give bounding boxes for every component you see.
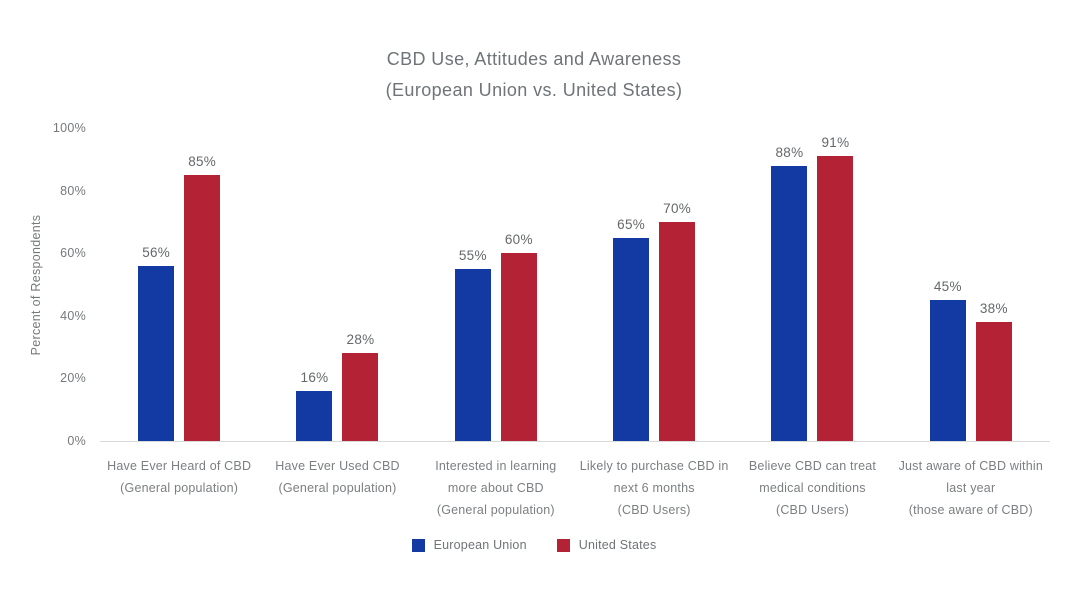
- bar-value-label: 38%: [979, 301, 1008, 317]
- chart-title: CBD Use, Attitudes and Awareness (Europe…: [0, 44, 1068, 106]
- y-tick-label: 60%: [60, 246, 86, 261]
- bar-group: 88% 91%: [733, 128, 891, 441]
- bar-united-states: [342, 353, 379, 441]
- y-tick-label: 0%: [67, 434, 86, 448]
- bar-column: 70%: [659, 128, 696, 441]
- legend-swatch: [556, 538, 570, 552]
- y-tick-label: 100%: [52, 121, 86, 135]
- bar-european-union: [454, 268, 491, 441]
- x-axis-labels: Have Ever Heard of CBD (General populatio…: [100, 455, 1050, 521]
- bar-column: 85%: [184, 128, 221, 441]
- x-axis-line: [100, 441, 1050, 442]
- bar-value-label: 65%: [617, 216, 646, 232]
- bar-value-label: 55%: [458, 247, 487, 263]
- chart-title-line1: CBD Use, Attitudes and Awareness: [386, 49, 682, 69]
- bar-united-states: [975, 322, 1012, 441]
- category-label: Have Ever Used CBD (General population): [275, 459, 400, 495]
- bar-european-union: [138, 265, 175, 441]
- bar-group: 45% 38%: [892, 128, 1050, 441]
- bar-value-label: 45%: [933, 279, 962, 295]
- bar-column: 65%: [613, 128, 650, 441]
- bar-european-union: [296, 390, 333, 441]
- bar-group: 16% 28%: [258, 128, 416, 441]
- category-label: Believe CBD can treat medical conditions(…: [748, 459, 877, 517]
- category-label: Interested in learning more about CBD (Gen…: [435, 459, 557, 517]
- bar-column: 55%: [454, 128, 491, 441]
- y-tick-label: 20%: [60, 371, 86, 386]
- bar-european-union: [771, 165, 808, 441]
- category-label: Have Ever Heard of CBD (General populatio…: [107, 459, 252, 495]
- bar-value-label: 85%: [188, 153, 217, 169]
- chart-title-line2: (European Union vs. United States): [385, 80, 683, 100]
- bar-column: 28%: [342, 128, 379, 441]
- bar-united-states: [817, 156, 854, 441]
- legend-label: European Union: [433, 538, 527, 552]
- bar-value-label: 60%: [504, 232, 533, 248]
- legend: European Union United States: [0, 538, 1068, 552]
- bar-value-label: 91%: [821, 135, 850, 151]
- bar-column: 56%: [138, 128, 175, 441]
- bar-value-label: 16%: [300, 369, 329, 385]
- bar-group: 56% 85%: [100, 128, 258, 441]
- bar-united-states: [184, 174, 221, 441]
- bar-column: 88%: [771, 128, 808, 441]
- category-label: Just aware of CBD within last year (those …: [898, 459, 1044, 517]
- bar-european-union: [929, 300, 966, 441]
- legend-label: United States: [578, 538, 657, 552]
- bar-value-label: 88%: [775, 144, 804, 160]
- bar-column: 91%: [817, 128, 854, 441]
- legend-swatch: [411, 538, 425, 552]
- legend-item: European Union: [411, 538, 527, 552]
- bar-united-states: [659, 221, 696, 441]
- category-label: Likely to purchase CBD in next 6 months (C…: [579, 459, 729, 517]
- bar-column: 60%: [500, 128, 537, 441]
- bar-column: 16%: [296, 128, 333, 441]
- plot-area: 0% 20% 40% 60% 80% 100% 56% 85% 16% 28% 55% 60% 65%…: [53, 121, 1050, 448]
- bar-united-states: [500, 253, 537, 441]
- bar-value-label: 28%: [346, 332, 375, 348]
- bar-column: 38%: [975, 128, 1012, 441]
- y-tick-label: 40%: [60, 308, 86, 323]
- bar-value-label: 56%: [142, 244, 171, 260]
- y-tick-label: 80%: [60, 183, 86, 198]
- bar-group: 65% 70%: [575, 128, 733, 441]
- bar-european-union: [613, 237, 650, 441]
- bar-column: 45%: [929, 128, 966, 441]
- y-axis-title: Percent of Respondents: [29, 214, 43, 356]
- legend-item: United States: [556, 538, 657, 552]
- bar-group: 55% 60%: [417, 128, 575, 441]
- bar-groups: 56% 85% 16% 28% 55% 60% 65% 70% 88% 91% 45% 38%: [100, 128, 1050, 441]
- bar-value-label: 70%: [663, 200, 692, 216]
